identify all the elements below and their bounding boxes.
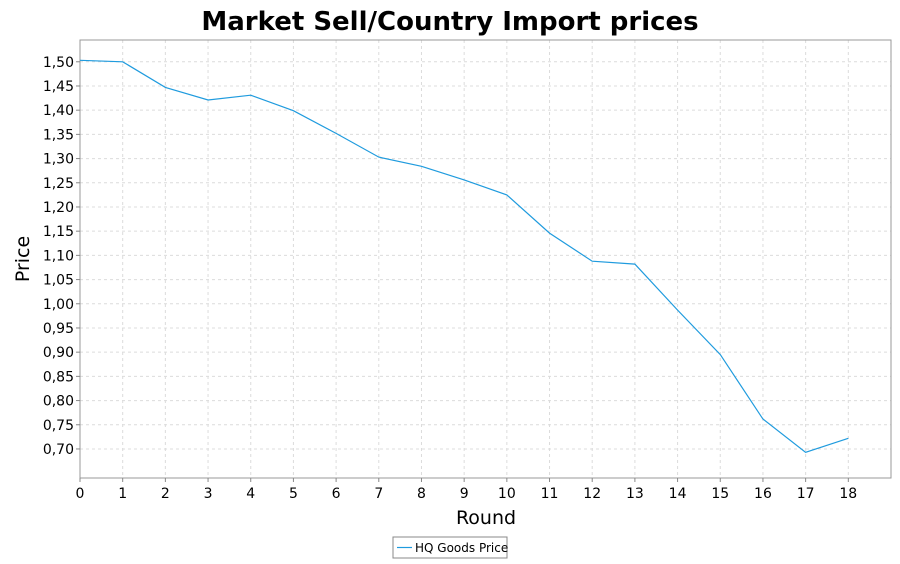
x-tick-label: 6 (332, 486, 341, 502)
legend-box (392, 536, 508, 559)
x-tick-label: 2 (161, 486, 170, 502)
y-tick-label: 1,25 (43, 176, 74, 192)
y-axis: 0,70 0,75 0,80 0,85 0,90 0,95 1,00 1,05 1,10 1,15… (43, 55, 80, 458)
y-tick-label: 1,40 (43, 103, 74, 119)
grid (79, 40, 891, 478)
x-tick-label: 3 (204, 486, 213, 502)
chart-title: Market Sell/Country Import prices (201, 7, 698, 37)
y-tick-label: 1,05 (43, 273, 74, 289)
x-tick-label: 14 (669, 486, 687, 502)
y-tick-label: 1,50 (43, 55, 74, 71)
legend-label: HQ Goods Price (415, 541, 508, 555)
y-tick-label: 0,75 (43, 418, 74, 434)
y-tick-label: 1,45 (43, 79, 74, 95)
x-tick-label: 16 (754, 486, 772, 502)
legend: HQ Goods Price (392, 536, 508, 559)
plot-area (79, 39, 892, 479)
y-tick-label: 0,85 (43, 369, 74, 385)
y-tick-label: 0,95 (43, 321, 74, 337)
x-tick-label: 10 (498, 486, 516, 502)
x-tick-label: 5 (289, 486, 298, 502)
y-tick-label: 1,10 (43, 248, 74, 264)
x-tick-label: 13 (626, 486, 644, 502)
series-line (79, 59, 849, 453)
x-tick-label: 15 (711, 486, 729, 502)
y-axis-label: Price (12, 236, 34, 282)
x-tick-label: 17 (797, 486, 815, 502)
y-tick-label: 0,70 (43, 442, 74, 458)
y-tick-label: 0,80 (43, 394, 74, 410)
y-tick-label: 1,20 (43, 200, 74, 216)
y-tick-label: 1,35 (43, 127, 74, 143)
y-tick-label: 1,15 (43, 224, 74, 240)
x-tick-label: 11 (541, 486, 559, 502)
y-tick-label: 0,90 (43, 345, 74, 361)
x-tick-label: 7 (374, 486, 383, 502)
x-tick-label: 12 (583, 486, 601, 502)
x-tick-label: 1 (118, 486, 127, 502)
x-tick-label: 0 (76, 486, 85, 502)
x-axis-label: Round (456, 507, 516, 529)
x-tick-label: 8 (417, 486, 426, 502)
series-layer (79, 59, 849, 453)
y-tick-label: 1,30 (43, 152, 74, 168)
x-tick-label: 18 (839, 486, 857, 502)
x-axis: 0 1 2 3 4 5 6 7 8 9 10 11 12 13 14 15 16 17 18 (76, 478, 857, 502)
y-tick-label: 1,00 (43, 297, 74, 313)
x-tick-label: 9 (460, 486, 469, 502)
x-tick-label: 4 (246, 486, 255, 502)
